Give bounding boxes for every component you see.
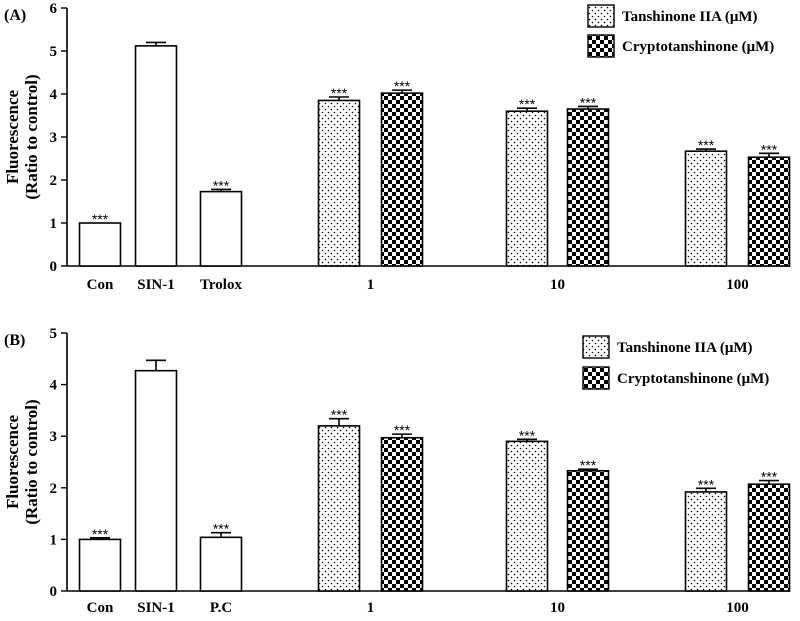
legend-swatch (582, 335, 610, 359)
bar (199, 190, 243, 267)
y-tick-label: 0 (50, 259, 58, 275)
significance-label: *** (761, 141, 778, 157)
x-category-label: P.C (210, 600, 232, 616)
x-category-label: SIN-1 (137, 277, 175, 293)
bar (134, 369, 178, 592)
y-tick-label: 6 (50, 1, 58, 17)
legend-label: Tanshinone IIA (μM) (617, 340, 753, 356)
significance-label: *** (394, 422, 411, 438)
bar (505, 110, 549, 267)
y-tick-label: 4 (50, 378, 58, 394)
y-tick-label: 1 (50, 532, 58, 548)
significance-label: *** (580, 457, 597, 473)
significance-label: *** (761, 469, 778, 485)
y-tick-label: 4 (50, 87, 58, 103)
legend: Tanshinone IIA (μM) Cryptotanshinone (μM) (587, 4, 774, 58)
y-tick-label: 1 (50, 216, 58, 232)
significance-label: *** (92, 526, 109, 542)
significance-label: *** (213, 177, 230, 193)
significance-label: *** (213, 521, 230, 537)
y-tick-label: 5 (50, 44, 58, 60)
panel-b: (B) Fluorescence (Ratio to control) 0 1 2 3 4 5 *… (3, 326, 791, 616)
legend-label: Tanshinone IIA (μM) (622, 9, 758, 25)
y-tick-label: 2 (50, 481, 58, 497)
x-category-label: 100 (726, 277, 749, 293)
bar (747, 483, 791, 592)
bar (684, 491, 728, 592)
legend-label: Cryptotanshinone (μM) (622, 39, 774, 55)
significance-label: *** (331, 407, 348, 423)
x-category-label: 1 (367, 277, 375, 293)
bar (380, 436, 424, 592)
legend-swatch (582, 366, 610, 390)
bar (317, 99, 361, 267)
bar (380, 92, 424, 267)
bar (199, 536, 243, 592)
y-axis-subtitle: (Ratio to control) (22, 399, 41, 524)
significance-label: *** (519, 96, 536, 112)
y-tick-label: 3 (50, 130, 58, 146)
y-tick-label: 0 (50, 584, 58, 600)
significance-label: *** (331, 85, 348, 101)
x-category-label: Con (87, 277, 114, 293)
legend-label: Cryptotanshinone (μM) (617, 371, 769, 387)
bar (566, 108, 610, 267)
significance-label: *** (580, 94, 597, 110)
panel-label: (B) (4, 332, 25, 349)
bar (566, 469, 610, 592)
legend-swatch (587, 4, 615, 28)
x-category-label: 1 (367, 600, 375, 616)
bar (505, 440, 549, 592)
x-category-label: SIN-1 (137, 600, 175, 616)
y-tick-label: 5 (50, 326, 58, 342)
panel-label: (A) (4, 7, 26, 24)
significance-label: *** (698, 137, 715, 153)
y-tick-label: 2 (50, 173, 58, 189)
y-axis-title: Fluorescence (3, 90, 22, 185)
panel-a: (A) Fluorescence (Ratio to control) 0 1 2 3 4 5 6… (3, 1, 791, 293)
significance-label: *** (698, 476, 715, 492)
significance-label: *** (92, 211, 109, 227)
legend: Tanshinone IIA (μM) Cryptotanshinone (μM) (582, 335, 769, 390)
x-category-label: Con (87, 600, 114, 616)
bar (78, 538, 122, 592)
significance-label: *** (394, 78, 411, 94)
x-category-label: 100 (726, 600, 749, 616)
legend-swatch (587, 34, 615, 58)
x-category-label: 10 (550, 600, 565, 616)
bar (317, 425, 361, 592)
y-axis-subtitle: (Ratio to control) (22, 74, 41, 199)
bar (78, 222, 122, 267)
x-category-label: Trolox (200, 277, 242, 293)
x-category-label: 10 (550, 277, 565, 293)
bar (134, 45, 178, 267)
significance-label: *** (519, 427, 536, 443)
y-axis-title: Fluorescence (3, 415, 22, 510)
bar (684, 150, 728, 267)
y-tick-label: 3 (50, 429, 58, 445)
bar (747, 156, 791, 267)
